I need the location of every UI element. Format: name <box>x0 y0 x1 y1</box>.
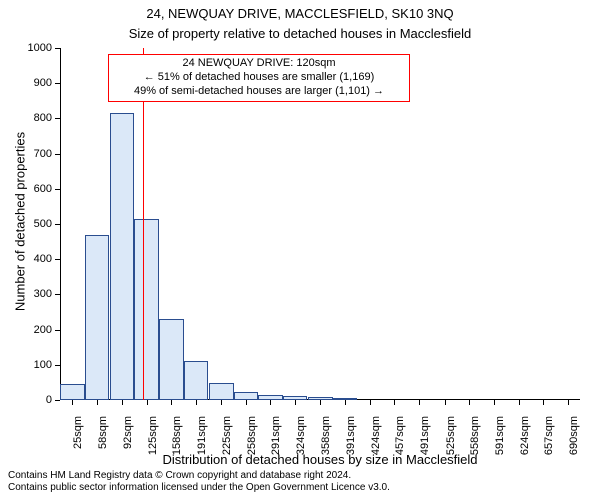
chart-subtitle: Size of property relative to detached ho… <box>0 26 600 41</box>
x-tick <box>295 400 296 405</box>
y-tick <box>55 400 60 401</box>
x-tick-label: 690sqm <box>568 416 580 466</box>
x-tick <box>320 400 321 405</box>
x-tick-label: 258sqm <box>246 416 258 466</box>
y-tick-label: 600 <box>18 183 52 195</box>
y-tick-label: 900 <box>18 77 52 89</box>
y-tick <box>55 48 60 49</box>
x-tick-label: 158sqm <box>171 416 183 466</box>
annotation-line: 49% of semi-detached houses are larger (… <box>115 85 403 99</box>
y-tick-label: 700 <box>18 148 52 160</box>
x-tick <box>246 400 247 405</box>
x-tick <box>72 400 73 405</box>
x-tick-label: 591sqm <box>494 416 506 466</box>
y-tick <box>55 189 60 190</box>
y-tick <box>55 154 60 155</box>
x-tick <box>122 400 123 405</box>
y-tick <box>55 118 60 119</box>
x-tick-label: 191sqm <box>196 416 208 466</box>
annotation-line: ← 51% of detached houses are smaller (1,… <box>115 71 403 85</box>
x-tick <box>97 400 98 405</box>
annotation-line: 24 NEWQUAY DRIVE: 120sqm <box>115 57 403 71</box>
y-tick-label: 800 <box>18 112 52 124</box>
histogram-bar <box>234 392 259 400</box>
x-tick <box>494 400 495 405</box>
footer-line-2: Contains public sector information licen… <box>8 482 390 494</box>
x-tick-label: 558sqm <box>469 416 481 466</box>
x-tick <box>445 400 446 405</box>
histogram-bar <box>184 361 209 400</box>
x-tick <box>419 400 420 405</box>
y-axis-line <box>60 48 61 400</box>
y-tick-label: 1000 <box>18 42 52 54</box>
x-tick <box>394 400 395 405</box>
x-tick-label: 657sqm <box>543 416 555 466</box>
y-tick-label: 200 <box>18 324 52 336</box>
histogram-bar <box>333 398 358 400</box>
x-tick-label: 424sqm <box>370 416 382 466</box>
y-tick <box>55 259 60 260</box>
y-tick-label: 500 <box>18 218 52 230</box>
x-tick-label: 391sqm <box>345 416 357 466</box>
y-tick <box>55 83 60 84</box>
x-tick-label: 324sqm <box>295 416 307 466</box>
x-tick-label: 92sqm <box>122 416 134 466</box>
x-tick <box>469 400 470 405</box>
x-tick-label: 225sqm <box>221 416 233 466</box>
histogram-bar <box>85 235 110 400</box>
x-tick-label: 125sqm <box>147 416 159 466</box>
annotation-box: 24 NEWQUAY DRIVE: 120sqm← 51% of detache… <box>108 54 410 102</box>
y-tick-label: 100 <box>18 359 52 371</box>
x-tick-label: 291sqm <box>270 416 282 466</box>
x-tick-label: 25sqm <box>72 416 84 466</box>
histogram-bar <box>159 319 184 400</box>
x-tick <box>345 400 346 405</box>
x-tick <box>270 400 271 405</box>
y-tick <box>55 224 60 225</box>
x-tick-label: 58sqm <box>97 416 109 466</box>
y-tick <box>55 330 60 331</box>
x-tick-label: 491sqm <box>419 416 431 466</box>
y-tick <box>55 294 60 295</box>
histogram-bar <box>308 397 333 400</box>
y-tick <box>55 365 60 366</box>
footer-line-1: Contains HM Land Registry data © Crown c… <box>8 470 390 482</box>
x-tick <box>370 400 371 405</box>
histogram-bar <box>60 384 85 400</box>
y-tick-label: 400 <box>18 253 52 265</box>
x-tick-label: 358sqm <box>320 416 332 466</box>
histogram-bar <box>209 383 234 400</box>
x-tick-label: 457sqm <box>394 416 406 466</box>
x-tick <box>196 400 197 405</box>
footer-attribution: Contains HM Land Registry data © Crown c… <box>8 470 390 494</box>
x-tick <box>171 400 172 405</box>
y-tick-label: 300 <box>18 288 52 300</box>
x-tick <box>147 400 148 405</box>
x-tick-label: 624sqm <box>519 416 531 466</box>
histogram-bar <box>110 113 135 400</box>
histogram-bar <box>258 395 283 400</box>
x-tick <box>543 400 544 405</box>
histogram-bar <box>134 219 159 400</box>
address-title: 24, NEWQUAY DRIVE, MACCLESFIELD, SK10 3N… <box>0 6 600 21</box>
chart-container: { "titles": { "line1": "24, NEWQUAY DRIV… <box>0 0 600 500</box>
x-tick-label: 525sqm <box>445 416 457 466</box>
x-tick <box>568 400 569 405</box>
histogram-bar <box>283 396 308 400</box>
x-tick <box>221 400 222 405</box>
x-tick <box>519 400 520 405</box>
y-tick-label: 0 <box>18 394 52 406</box>
